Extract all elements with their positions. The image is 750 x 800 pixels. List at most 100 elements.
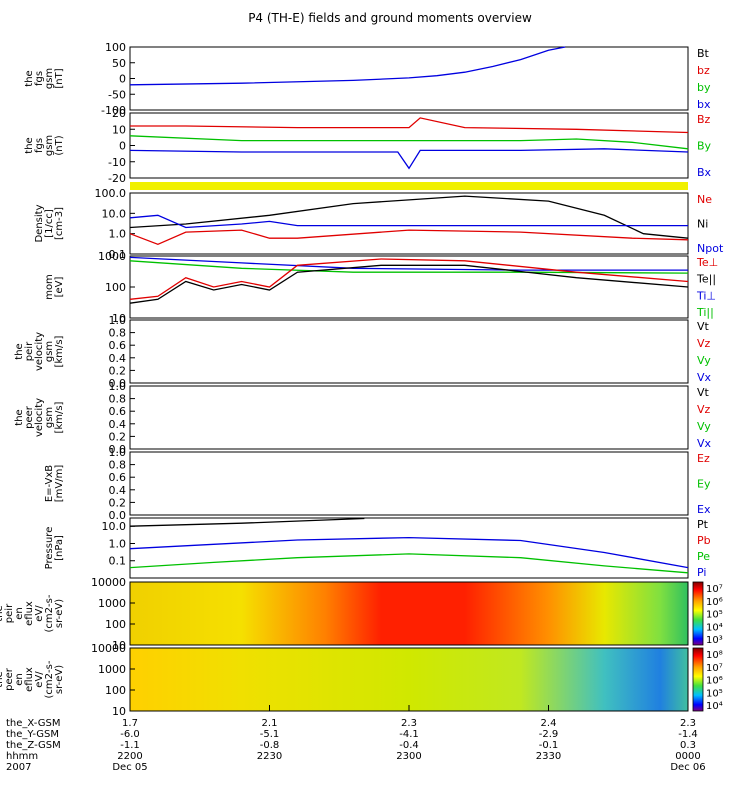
legend-entry: Ex	[697, 503, 711, 516]
y-tick-label: 10000	[91, 576, 126, 589]
series-line	[129, 214, 688, 229]
bar-indicator	[130, 182, 688, 190]
time-row-value: 2200	[117, 751, 142, 762]
colorbar-tick-label: 10⁴	[706, 622, 723, 633]
y-tick-label: 1.0	[109, 228, 127, 241]
y-axis-label-line: the	[24, 137, 35, 153]
y-tick-label: -50	[108, 88, 126, 101]
colorbar-tick-label: 10⁸	[706, 650, 723, 661]
y-tick-label: -100	[101, 104, 126, 117]
y-tick-label: 0	[119, 73, 126, 86]
time-row-value: 2.3	[680, 718, 696, 729]
panel-frame	[129, 451, 689, 516]
y-tick-label: 0.1	[109, 555, 127, 568]
y-axis-label-line: gsm	[44, 407, 55, 428]
y-tick-label: 0	[119, 140, 126, 153]
time-row-label: hhmm	[6, 751, 38, 762]
colorbar-tick-label: 10⁶	[706, 597, 723, 608]
y-axis-label: Pressure [nPa]	[44, 527, 65, 570]
series-line	[129, 256, 688, 271]
y-axis-label-line: gsm	[44, 68, 55, 89]
y-tick-label: 0.4	[109, 352, 127, 365]
time-row-value: -5.1	[260, 729, 280, 740]
time-row-value: 2300	[396, 751, 421, 762]
chart-title: P4 (TH-E) fields and ground moments over…	[248, 11, 532, 25]
y-axis-label-line: eflux	[24, 601, 35, 626]
colorbar-tick-label: 10⁵	[706, 610, 723, 621]
y-tick-label: 0.4	[109, 418, 127, 431]
legend-entry: Pb	[697, 534, 711, 547]
y-axis-label-line: the	[0, 671, 5, 687]
legend-entry: Ti⊥	[696, 289, 716, 302]
time-row-value: 0000	[675, 751, 700, 762]
y-axis-label-line: sr-eV)	[54, 665, 65, 694]
y-axis-label-line: [mV/m]	[54, 465, 65, 503]
y-tick-label: 0.8	[109, 327, 127, 340]
y-tick-label: 10.0	[102, 207, 127, 220]
y-axis-label-line: eV/	[34, 671, 45, 688]
panel-3: 100.0 10.0 1.0 0.1 Density [1/cc] [cm-3] Ne Ni Np…	[34, 187, 724, 261]
y-axis-label: E=-VxB [mV/m]	[44, 465, 65, 503]
time-row-value: -0.1	[539, 740, 559, 751]
y-axis-label-line: peir	[4, 603, 15, 623]
y-tick-label: 1.0	[109, 314, 127, 327]
y-axis-label-line: en	[14, 607, 25, 620]
y-axis-label-line: peer	[4, 667, 15, 691]
panel-1: 100 50 0 -50 -100 the fgs gsm [nT] Bt bz by bx	[24, 41, 711, 117]
y-tick-label: 100	[105, 618, 126, 631]
y-tick-label: 0.6	[109, 339, 127, 352]
y-tick-label: 0.2	[109, 364, 127, 377]
y-axis-label: the peir en eflux eV/(cm2-s-sr-eV)	[0, 594, 65, 632]
series-line	[129, 148, 689, 170]
y-axis-label-line: peir	[24, 341, 35, 361]
y-axis-label-line: eflux	[24, 667, 35, 692]
series-line	[129, 260, 689, 274]
y-axis-label-line: the	[14, 409, 25, 425]
y-tick-label: 10	[112, 312, 126, 325]
time-row-value: 2230	[257, 751, 282, 762]
y-tick-label: 20	[112, 107, 126, 120]
time-row-value: -1.1	[120, 740, 140, 751]
y-tick-label: 1.0	[109, 446, 127, 459]
series-line	[129, 195, 689, 239]
legend-entry: Pt	[697, 518, 709, 531]
y-tick-label: 100	[105, 41, 126, 54]
y-axis-label-line: peer	[24, 405, 35, 429]
legend-entry: Ey	[697, 478, 711, 491]
y-tick-label: 0.2	[109, 496, 127, 509]
time-row-value: -0.8	[260, 740, 280, 751]
y-axis-label-line: fgs	[34, 71, 45, 86]
legend-entry: Bx	[697, 166, 712, 179]
y-tick-label: 0.4	[109, 484, 127, 497]
y-tick-label: 0.8	[109, 393, 127, 406]
y-tick-label: 100.0	[95, 187, 127, 200]
y-axis-label-line: (cm2-s-	[44, 660, 55, 698]
y-tick-label: 10	[112, 639, 126, 652]
y-axis-label-line: [1/cc]	[44, 209, 55, 238]
y-axis-label-line: [km/s]	[54, 401, 65, 433]
legend-entry: Vz	[697, 337, 711, 350]
time-row-value: 2330	[536, 751, 561, 762]
legend-entry: Ne	[697, 193, 712, 206]
y-axis-label-line: [cm-3]	[54, 207, 65, 240]
panel-4: 1000 100 10 mom [eV] Te⊥ Te|| Ti⊥ Ti||	[44, 250, 718, 325]
y-tick-label: 0.2	[109, 430, 127, 443]
legend-entry: Vx	[697, 371, 712, 384]
legend-entry: By	[697, 140, 712, 153]
legend-entry: Te⊥	[696, 256, 718, 269]
legend-entry: bz	[697, 64, 710, 77]
y-axis-label-line: sr-eV)	[54, 599, 65, 628]
time-row-value: 2.4	[541, 718, 557, 729]
y-axis-label-line: [nPa]	[54, 535, 65, 561]
y-tick-label: 0.1	[109, 248, 127, 261]
colorbar-tick-label: 10⁵	[706, 688, 723, 699]
spectrogram	[130, 582, 688, 645]
series-line	[129, 258, 689, 300]
colorbar-tick-label: 10³	[706, 635, 723, 646]
colorbar	[692, 581, 704, 646]
y-axis-label-line: velocity	[34, 332, 45, 371]
y-axis-label: the peer en eflux eV/(cm2-s-sr-eV)	[0, 660, 65, 698]
time-row-label: the_X-GSM	[6, 718, 60, 729]
